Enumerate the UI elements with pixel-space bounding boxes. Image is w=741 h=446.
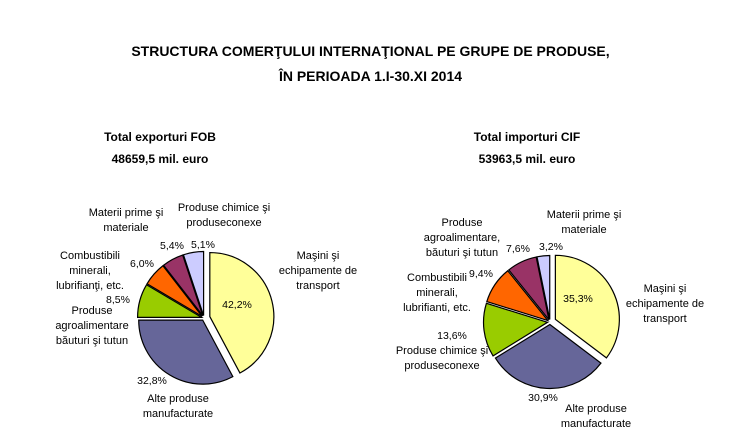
import-total: 53963,5 mil. euro bbox=[478, 152, 576, 166]
import-value-label: 13,6% bbox=[437, 330, 467, 342]
export-pie-slice bbox=[136, 283, 204, 318]
import-pie-slice bbox=[482, 302, 549, 357]
import-category-label: Combustibili minerali, lubrifianti, etc. bbox=[403, 272, 471, 314]
import-pie-slice bbox=[494, 323, 602, 390]
import-pie-slice bbox=[536, 254, 551, 320]
import-pie-slice bbox=[554, 254, 620, 359]
import-value-label: 7,6% bbox=[506, 243, 530, 255]
export-category-label: Produse chimice şi produseconexe bbox=[177, 202, 271, 229]
import-pie-slice bbox=[486, 269, 550, 322]
export-category-label: Combustibili minerali, lubrifianţi, etc. bbox=[56, 250, 124, 292]
import-value-label: 35,3% bbox=[563, 293, 593, 305]
export-pie-slice bbox=[209, 251, 275, 374]
import-category-label: Maşini şi echipamente de transport bbox=[625, 283, 705, 325]
import-category-label: Produse agroalimentare, băuturi şi tutun bbox=[423, 217, 501, 259]
import-title: Total importuri CIF bbox=[473, 130, 581, 144]
export-pie-slice bbox=[146, 264, 203, 317]
export-category-label: Maşini şi echipamente de transport bbox=[278, 250, 358, 292]
export-category-label: Materii prime şi materiale bbox=[88, 207, 164, 234]
export-category-label: Alte produse manufacturate bbox=[142, 393, 214, 420]
export-pie-slice bbox=[182, 250, 205, 316]
export-value-label: 32,8% bbox=[137, 375, 167, 387]
export-pie-slice bbox=[138, 319, 234, 385]
import-value-label: 9,4% bbox=[469, 268, 493, 280]
export-title: Total exporturi FOB bbox=[104, 130, 216, 144]
import-category-label: Produse chimice şi produseconexe bbox=[395, 345, 489, 372]
import-category-label: Alte produse manufacturate bbox=[560, 403, 632, 430]
import-pie-slice bbox=[507, 256, 550, 321]
import-category-label: Materii prime şi materiale bbox=[546, 209, 622, 236]
import-value-label: 3,2% bbox=[539, 241, 563, 253]
export-value-label: 8,5% bbox=[106, 294, 130, 306]
export-value-label: 5,4% bbox=[160, 240, 184, 252]
export-category-label: Produse agroalimentare băuturi şi tutun bbox=[55, 305, 129, 347]
export-value-label: 42,2% bbox=[222, 299, 252, 311]
export-value-label: 5,1% bbox=[191, 239, 215, 251]
chart-title-line1: STRUCTURA COMERŢULUI INTERNAŢIONAL PE GR… bbox=[131, 43, 610, 59]
export-value-label: 6,0% bbox=[130, 258, 154, 270]
export-pie-slice bbox=[162, 254, 204, 317]
import-value-label: 30,9% bbox=[528, 392, 558, 404]
chart-title-line2: ÎN PERIOADA 1.I-30.XI 2014 bbox=[278, 68, 463, 84]
export-total: 48659,5 mil. euro bbox=[111, 152, 209, 166]
